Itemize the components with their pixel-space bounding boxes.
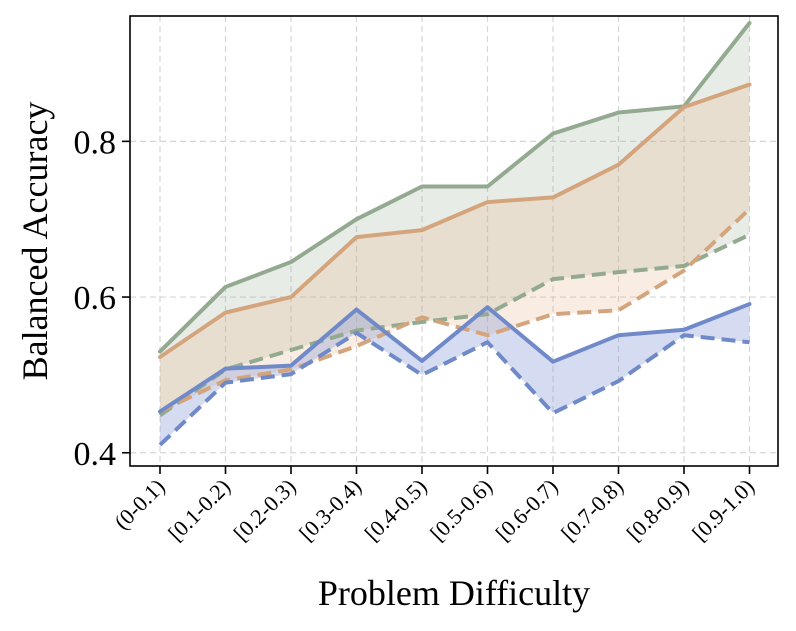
green-band bbox=[160, 23, 750, 416]
y-axis-title: Balanced Accuracy bbox=[15, 102, 55, 381]
x-axis-title: Problem Difficulty bbox=[318, 573, 590, 613]
x-axis-ticks: (0-0.1)[0.1-0.2)[0.2-0.3)[0.3-0.4)[0.4-0… bbox=[109, 466, 759, 546]
y-tick-label: 0.8 bbox=[74, 124, 117, 161]
bands bbox=[160, 23, 750, 445]
x-tick-label: [0.9-1.0) bbox=[687, 474, 759, 546]
x-tick-label: [0.4-0.5) bbox=[359, 474, 431, 546]
x-tick-label: [0.5-0.6) bbox=[425, 474, 497, 546]
plot-frame bbox=[129, 15, 779, 467]
orange-solid-line bbox=[158, 82, 752, 360]
x-tick-label: [0.3-0.4) bbox=[294, 474, 366, 546]
orange-dashed-line bbox=[159, 207, 751, 414]
y-tick-label: 0.4 bbox=[74, 436, 117, 473]
green-dashed-line bbox=[158, 232, 751, 418]
y-tick-label: 0.6 bbox=[74, 280, 117, 317]
x-tick-label: [0.7-0.8) bbox=[556, 474, 628, 546]
y-axis-ticks: 0.4 0.6 0.8 bbox=[74, 124, 130, 473]
blue-band bbox=[160, 304, 750, 445]
x-tick-label: [0.1-0.2) bbox=[163, 474, 235, 546]
orange-band bbox=[160, 84, 750, 412]
x-tick-label: [0.8-0.9) bbox=[621, 474, 693, 546]
series-lines bbox=[158, 21, 752, 447]
x-tick-label: [0.6-0.7) bbox=[490, 474, 562, 546]
x-tick-label: [0.2-0.3) bbox=[228, 474, 300, 546]
green-solid-line bbox=[158, 21, 752, 354]
x-tick-label: (0-0.1) bbox=[109, 474, 169, 534]
blue-solid-line bbox=[158, 302, 752, 414]
blue-dashed-line bbox=[158, 330, 750, 447]
grid bbox=[130, 16, 778, 466]
